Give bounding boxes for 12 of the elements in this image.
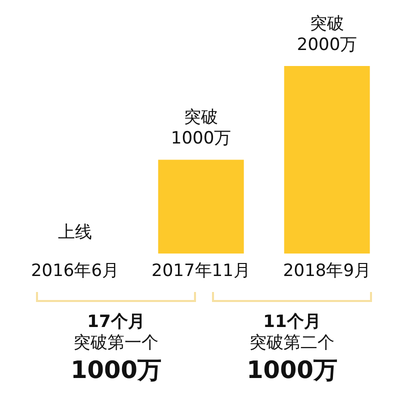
text: 17个月 <box>86 312 146 334</box>
x-tick-label: 2016年6月 <box>30 261 120 282</box>
x-tick-label: 2018年9月 <box>282 261 372 282</box>
text: 11个月 <box>262 312 322 334</box>
data-label: 突破 2000万 <box>296 14 358 55</box>
text: 1000万 <box>246 354 338 384</box>
text: 1000万 <box>70 354 162 384</box>
x-tick-label: 2017年11月 <box>152 261 250 282</box>
data-label: 突破 1000万 <box>170 108 232 149</box>
text: 突破第一个 <box>72 333 160 354</box>
text: 突破第二个 <box>248 333 336 354</box>
data-label: 上线 <box>58 222 92 243</box>
